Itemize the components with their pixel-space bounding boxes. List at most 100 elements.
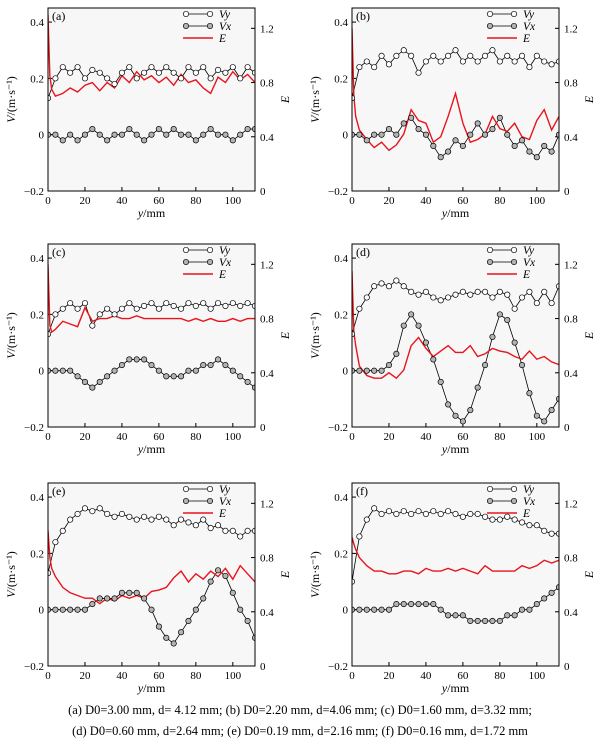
plot-area — [48, 8, 255, 191]
data-point-vx — [118, 131, 125, 138]
legend-label: E — [218, 508, 226, 520]
data-point-vy — [356, 64, 363, 71]
y-tick-label: 0 — [39, 130, 45, 142]
data-point-vy — [526, 522, 533, 529]
data-point-vy — [141, 302, 148, 309]
chart-panel-6: −0.200.20.400.40.81.20 20 40 60 80 100y/mmV/(… — [308, 482, 596, 695]
x-tick-label: 0 — [45, 195, 51, 207]
legend-swatch-marker — [182, 485, 190, 493]
y2-tick-label: 1.2 — [260, 23, 274, 35]
y-tick-label: 0.2 — [30, 309, 44, 321]
legend-label: Vy — [523, 9, 535, 21]
data-point-vx — [89, 384, 96, 391]
data-point-vx — [533, 601, 540, 608]
data-point-vy — [67, 516, 74, 523]
data-point-vx — [400, 601, 407, 608]
data-point-vy — [393, 277, 400, 284]
legend-swatch-marker — [206, 246, 214, 254]
data-point-vy — [459, 58, 466, 65]
data-point-vx — [214, 131, 222, 138]
x-tick-label: 40 — [116, 670, 128, 682]
y2-tick-label: 0 — [260, 422, 266, 434]
x-tick-label: 40 — [116, 431, 128, 443]
axes-frame — [351, 482, 560, 667]
data-point-vy — [489, 516, 496, 523]
y-tick-label: 0.4 — [334, 17, 348, 29]
data-point-vx — [200, 131, 207, 138]
data-point-vx — [96, 378, 103, 386]
y-tick-label: 0 — [39, 366, 45, 378]
legend-swatch-marker — [206, 485, 214, 493]
data-point-vy — [126, 513, 133, 520]
data-point-vx — [437, 378, 444, 386]
x-tick-label: 40 — [420, 195, 432, 207]
data-point-vy — [214, 66, 222, 73]
x-tick-label: 80 — [190, 431, 202, 443]
data-point-vy — [52, 75, 59, 82]
x-tick-label: 0 — [45, 431, 51, 443]
caption-line-2: (d) D0=0.60 mm, d=2.64 mm; (e) D0=0.19 m… — [72, 724, 528, 738]
data-point-vx — [541, 595, 548, 602]
y-axis-label: V/(m·s⁻¹) — [4, 551, 18, 598]
panel-label: (a) — [52, 9, 65, 23]
data-point-vx — [141, 137, 148, 144]
data-point-vy — [371, 283, 378, 290]
data-point-vy — [141, 513, 148, 520]
data-point-vy — [52, 539, 59, 546]
x-tick-label: 20 — [383, 431, 395, 443]
y2-tick-label: 1.2 — [260, 259, 274, 271]
x-axis-label: y/mm — [137, 442, 166, 456]
data-point-vx — [52, 367, 59, 374]
chart-panel-3: −0.200.20.400.40.81.20 20 40 60 80 100y/mmV/(… — [4, 243, 292, 456]
data-point-vx — [415, 126, 422, 133]
legend-swatch-marker — [486, 258, 494, 266]
data-point-vx — [207, 126, 214, 133]
data-point-vx — [141, 595, 148, 602]
data-point-vy — [229, 300, 236, 307]
data-point-vx — [518, 606, 526, 613]
y-tick-label: 0 — [39, 605, 45, 617]
data-point-vy — [111, 311, 118, 318]
data-point-vy — [89, 66, 96, 73]
data-point-vx — [352, 367, 356, 374]
data-point-vy — [118, 305, 125, 312]
data-point-vy — [415, 291, 422, 298]
data-point-vy — [526, 288, 533, 295]
data-point-vy — [496, 288, 503, 295]
chart-panel-1: −0.200.20.400.40.81.20 20 40 60 80 100y/mmV/(… — [4, 7, 292, 220]
data-point-vx — [170, 640, 177, 647]
data-point-vy — [356, 305, 363, 312]
data-point-vx — [229, 137, 236, 144]
y2-tick-label: 0.4 — [260, 607, 274, 619]
data-point-vy — [422, 58, 429, 65]
data-point-vy — [96, 311, 103, 318]
legend-label: Vy — [219, 245, 231, 257]
data-point-vy — [408, 52, 415, 59]
y-tick-label: −0.2 — [328, 661, 348, 673]
data-point-vy — [155, 305, 162, 312]
data-point-vy — [437, 58, 444, 65]
data-point-vx — [533, 412, 540, 419]
data-point-vx — [459, 612, 466, 619]
data-point-vy — [111, 80, 118, 88]
data-point-vy — [474, 288, 481, 295]
data-point-vx — [81, 378, 89, 386]
data-point-vx — [400, 120, 407, 127]
y2-tick-label: 0.8 — [260, 553, 274, 565]
data-point-vy — [178, 75, 185, 82]
data-point-vx — [415, 322, 422, 329]
data-point-vy — [126, 64, 133, 71]
data-point-vy — [59, 305, 66, 312]
data-point-vy — [67, 300, 74, 307]
data-point-vx — [59, 367, 66, 374]
data-point-vy — [178, 305, 185, 312]
x-tick-label: 20 — [79, 670, 91, 682]
data-point-vx — [541, 142, 548, 150]
data-point-vx — [155, 367, 162, 374]
data-point-vx — [96, 131, 103, 138]
legend-swatch-marker — [510, 497, 518, 505]
data-point-vx — [541, 418, 548, 425]
data-point-vx — [155, 126, 162, 133]
